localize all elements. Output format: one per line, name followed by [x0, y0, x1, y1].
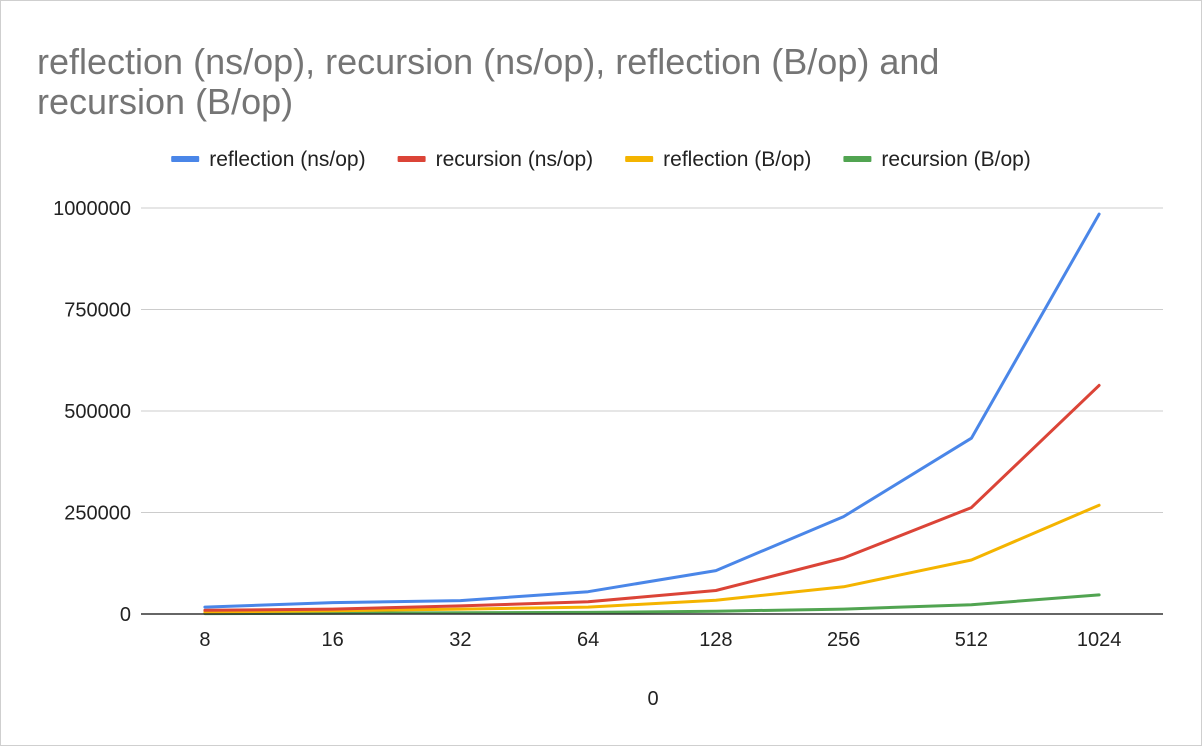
y-tick-label: 500000: [64, 401, 131, 423]
series-line-recursion-ns-op: [203, 383, 1101, 612]
x-tick-label: 256: [827, 629, 860, 651]
y-tick-label: 250000: [64, 503, 131, 525]
x-tick-label: 64: [577, 629, 599, 651]
x-tick-label: 32: [449, 629, 471, 651]
gridlines: [141, 207, 1163, 513]
series-line-recursion-b-op: [203, 593, 1101, 616]
x-axis-ticks: 8 16 32 64 128 256 512 1024: [199, 629, 1121, 651]
x-tick-label: 512: [955, 629, 988, 651]
chart-title: reflection (ns/op), recursion (ns/op), r…: [37, 41, 949, 122]
legend-label: reflection (ns/op): [209, 148, 365, 171]
x-tick-label: 8: [199, 629, 210, 651]
legend-label: recursion (ns/op): [436, 148, 594, 171]
legend-swatch: [843, 156, 872, 162]
legend-swatch: [171, 156, 200, 162]
legend-swatch: [397, 156, 426, 162]
chart-title-line-1: reflection (ns/op), recursion (ns/op), r…: [37, 41, 939, 82]
legend-item: reflection (ns/op): [171, 148, 366, 171]
legend-item: recursion (ns/op): [397, 148, 594, 171]
chart-title-line-2: recursion (B/op): [37, 81, 293, 122]
series-line-reflection-ns-op: [203, 212, 1101, 609]
x-tick-label: 128: [699, 629, 732, 651]
series-lines: [203, 212, 1101, 616]
x-tick-label: 1024: [1077, 629, 1122, 651]
x-axis-label: 0: [647, 688, 658, 710]
y-axis-ticks: 0 250000 500000 750000 1000000: [53, 198, 131, 626]
legend: reflection (ns/op) recursion (ns/op) refle…: [171, 148, 1031, 171]
legend-item: reflection (B/op): [625, 148, 811, 171]
legend-label: recursion (B/op): [881, 148, 1030, 171]
y-tick-label: 0: [120, 604, 131, 626]
y-tick-label: 1000000: [53, 198, 131, 220]
legend-swatch: [625, 156, 654, 162]
legend-item: recursion (B/op): [843, 148, 1031, 171]
series-line-reflection-b-op: [203, 503, 1101, 614]
y-tick-label: 750000: [64, 300, 131, 322]
legend-label: reflection (B/op): [663, 148, 811, 171]
x-tick-label: 16: [322, 629, 344, 651]
